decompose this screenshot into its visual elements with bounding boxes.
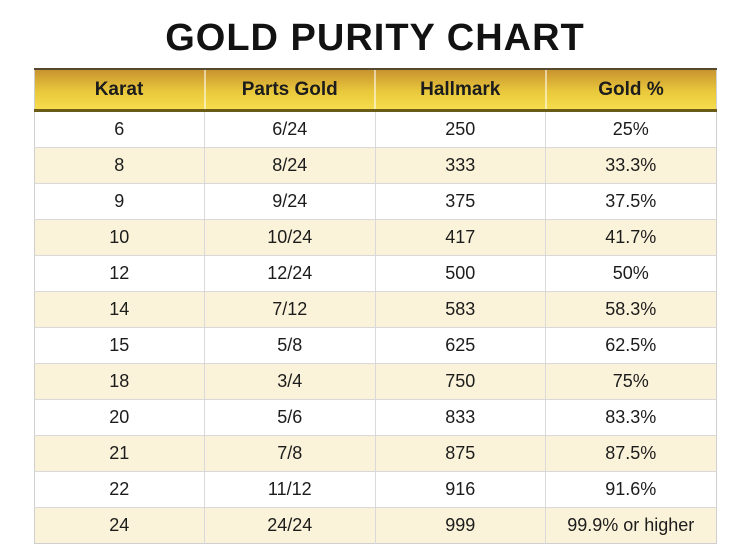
table-row-karat-8: 8 8/24 333 33.3% [34, 147, 716, 184]
table-row-karat-20: 20 5/6 833 83.3% [34, 399, 716, 436]
cell-gold: 62.5% [545, 327, 716, 364]
cell-hallmark: 417 [374, 219, 546, 256]
cell-karat: 15 [34, 327, 205, 364]
cell-parts-gold: 5/6 [204, 399, 375, 436]
table-row-karat-15: 15 5/8 625 62.5% [34, 327, 716, 364]
cell-karat: 24 [34, 507, 205, 544]
cell-gold: 87.5% [545, 435, 716, 472]
cell-karat: 10 [34, 219, 205, 256]
cell-parts-gold: 24/24 [204, 507, 375, 544]
cell-karat: 20 [34, 399, 205, 436]
cell-hallmark: 999 [374, 507, 546, 544]
cell-karat: 6 [34, 110, 205, 148]
cell-parts-gold: 9/24 [204, 183, 375, 220]
cell-gold: 37.5% [545, 183, 716, 220]
table-row-karat-10: 10 10/24 417 41.7% [34, 219, 716, 256]
cell-hallmark: 250 [374, 110, 546, 148]
cell-parts-gold: 7/12 [204, 291, 375, 328]
column-header-parts-gold: Parts Gold [203, 68, 375, 112]
cell-hallmark: 500 [374, 255, 546, 292]
cell-gold: 50% [545, 255, 716, 292]
table-header: Karat Parts Gold Hallmark Gold % [34, 68, 716, 112]
table-row-karat-18: 18 3/4 750 75% [34, 363, 716, 400]
cell-karat: 12 [34, 255, 205, 292]
table-row-karat-21: 21 7/8 875 87.5% [34, 435, 716, 472]
cell-hallmark: 916 [374, 471, 546, 508]
column-header-karat: Karat [34, 68, 205, 112]
cell-gold: 99.9% or higher [545, 507, 716, 544]
cell-gold: 91.6% [545, 471, 716, 508]
table-header-row: Karat Parts Gold Hallmark Gold % [34, 68, 716, 112]
cell-gold: 33.3% [545, 147, 716, 184]
table-row-karat-14: 14 7/12 583 58.3% [34, 291, 716, 328]
cell-hallmark: 750 [374, 363, 546, 400]
table-row-karat-24: 24 24/24 999 99.9% or higher [34, 507, 716, 544]
cell-gold: 75% [545, 363, 716, 400]
cell-hallmark: 375 [374, 183, 546, 220]
table-body: 6 6/24 250 25% 8 8/24 333 33.3% 9 9/24 375 37.5% 10 1… [34, 110, 716, 544]
cell-gold: 41.7% [545, 219, 716, 256]
table-row-karat-22: 22 11/12 916 91.6% [34, 471, 716, 508]
cell-karat: 21 [34, 435, 205, 472]
table-row-karat-12: 12 12/24 500 50% [34, 255, 716, 292]
cell-hallmark: 875 [374, 435, 546, 472]
table-row-karat-9: 9 9/24 375 37.5% [34, 183, 716, 220]
cell-parts-gold: 8/24 [204, 147, 375, 184]
gold-purity-table: Karat Parts Gold Hallmark Gold % 6 6/24 250 25… [33, 68, 717, 544]
cell-parts-gold: 5/8 [204, 327, 375, 364]
cell-gold: 58.3% [545, 291, 716, 328]
cell-parts-gold: 6/24 [204, 110, 375, 148]
cell-gold: 25% [545, 110, 716, 148]
cell-parts-gold: 12/24 [204, 255, 375, 292]
cell-karat: 14 [34, 291, 205, 328]
cell-hallmark: 333 [374, 147, 546, 184]
cell-hallmark: 833 [374, 399, 546, 436]
column-header-gold: Gold % [544, 68, 716, 112]
cell-karat: 9 [34, 183, 205, 220]
cell-parts-gold: 10/24 [204, 219, 375, 256]
cell-parts-gold: 11/12 [204, 471, 375, 508]
cell-gold: 83.3% [545, 399, 716, 436]
cell-karat: 18 [34, 363, 205, 400]
cell-parts-gold: 7/8 [204, 435, 375, 472]
column-header-hallmark: Hallmark [374, 68, 546, 112]
page-title: GOLD PURITY CHART [165, 17, 585, 59]
cell-parts-gold: 3/4 [204, 363, 375, 400]
cell-hallmark: 625 [374, 327, 546, 364]
cell-karat: 22 [34, 471, 205, 508]
cell-hallmark: 583 [374, 291, 546, 328]
cell-karat: 8 [34, 147, 205, 184]
table-row-karat-6: 6 6/24 250 25% [34, 110, 716, 148]
